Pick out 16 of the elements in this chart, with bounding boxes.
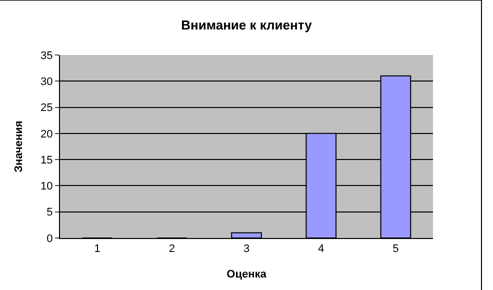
x-axis-title: Оценка [226, 268, 268, 280]
x-tick-label: 5 [392, 243, 399, 256]
y-tick-label: 25 [40, 102, 53, 114]
x-tick-label: 2 [168, 243, 175, 256]
x-tick-label: 3 [243, 243, 250, 256]
y-tick-label: 5 [46, 206, 53, 219]
y-axis-title: Значения [13, 120, 26, 172]
y-tick-label: 15 [40, 154, 53, 166]
y-tick-label: 20 [40, 128, 53, 140]
x-tick-label: 4 [318, 243, 324, 256]
y-tick-label: 35 [40, 50, 53, 62]
y-tick-label: 30 [40, 76, 53, 88]
chart-title: Внимание к клиенту [181, 17, 313, 32]
x-tick-label: 1 [94, 243, 100, 256]
y-tick-label: 10 [40, 180, 53, 193]
y-tick-label: 0 [46, 232, 53, 245]
